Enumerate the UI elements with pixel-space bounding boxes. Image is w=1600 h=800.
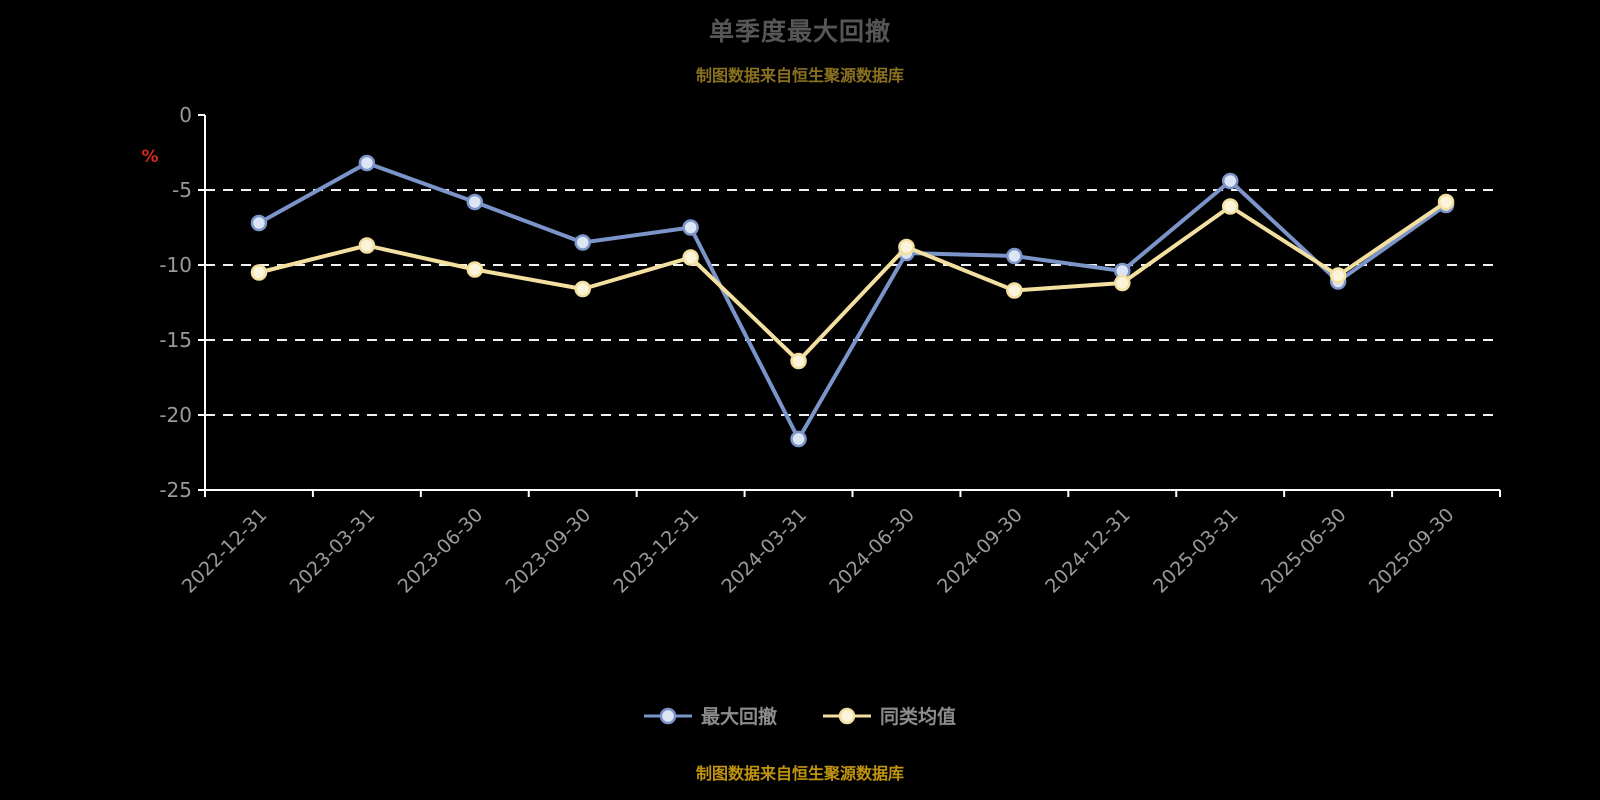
- data-point-marker: [682, 219, 699, 236]
- x-tick-label: 2024-12-31: [1041, 504, 1135, 598]
- data-source-note: 制图数据来自恒生聚源数据库: [695, 764, 904, 783]
- y-tick-label: -20: [159, 403, 192, 427]
- y-tick-label: -5: [172, 178, 192, 202]
- y-axis-unit-label: %: [141, 147, 158, 167]
- data-point-marker: [898, 238, 915, 256]
- x-tick-label: 2023-12-31: [610, 504, 704, 598]
- series-line-1: [256, 200, 1449, 363]
- chart-title: 单季度最大回撤: [708, 17, 891, 46]
- y-tick-label: -15: [159, 328, 192, 352]
- x-tick-label: 2023-09-30: [502, 504, 596, 598]
- data-point-marker: [790, 352, 807, 370]
- data-point-marker: [574, 280, 591, 298]
- legend-label: 同类均值: [880, 706, 957, 728]
- x-tick-label: 2023-03-31: [286, 504, 380, 598]
- data-point-marker: [682, 249, 699, 266]
- legend-marker-icon: [643, 707, 692, 724]
- legend-item-0[interactable]: 最大回撤: [643, 702, 777, 729]
- y-tick-label: 0: [179, 103, 192, 127]
- data-point-marker: [358, 237, 376, 254]
- x-tick-label: 2023-06-30: [394, 504, 488, 598]
- data-point-marker: [1437, 193, 1455, 211]
- x-tick-label: 2024-06-30: [825, 504, 919, 598]
- data-point-marker: [1329, 267, 1347, 284]
- data-point-marker: [574, 234, 591, 251]
- x-tick-label: 2024-03-31: [717, 504, 811, 598]
- x-tick-label: 2025-03-31: [1149, 504, 1243, 598]
- data-point-marker: [250, 264, 268, 281]
- y-tick-label: -25: [159, 478, 192, 502]
- data-point-marker: [250, 214, 268, 232]
- series-line-0: [256, 161, 1449, 441]
- data-point-marker: [1221, 172, 1239, 190]
- data-point-marker: [466, 261, 484, 278]
- data-point-marker: [466, 193, 484, 211]
- y-tick-label: -10: [159, 253, 192, 277]
- data-point-marker: [1006, 247, 1023, 265]
- data-point-marker: [1114, 274, 1131, 292]
- x-tick-label: 2024-09-30: [933, 504, 1027, 598]
- x-tick-label: 2025-09-30: [1365, 504, 1459, 598]
- data-point-marker: [1221, 198, 1239, 215]
- data-point-marker: [790, 430, 807, 448]
- x-tick-label: 2022-12-31: [178, 504, 272, 598]
- chart-legend: 最大回撤 同类均值: [0, 702, 1600, 729]
- data-point-marker: [358, 154, 376, 172]
- chart-subtitle: 制图数据来自恒生聚源数据库: [695, 66, 904, 85]
- legend-label: 最大回撤: [700, 706, 777, 728]
- x-tick-label: 2025-06-30: [1257, 504, 1351, 598]
- legend-item-1[interactable]: 同类均值: [823, 702, 956, 729]
- data-point-marker: [1006, 282, 1023, 299]
- legend-marker-icon: [823, 707, 871, 724]
